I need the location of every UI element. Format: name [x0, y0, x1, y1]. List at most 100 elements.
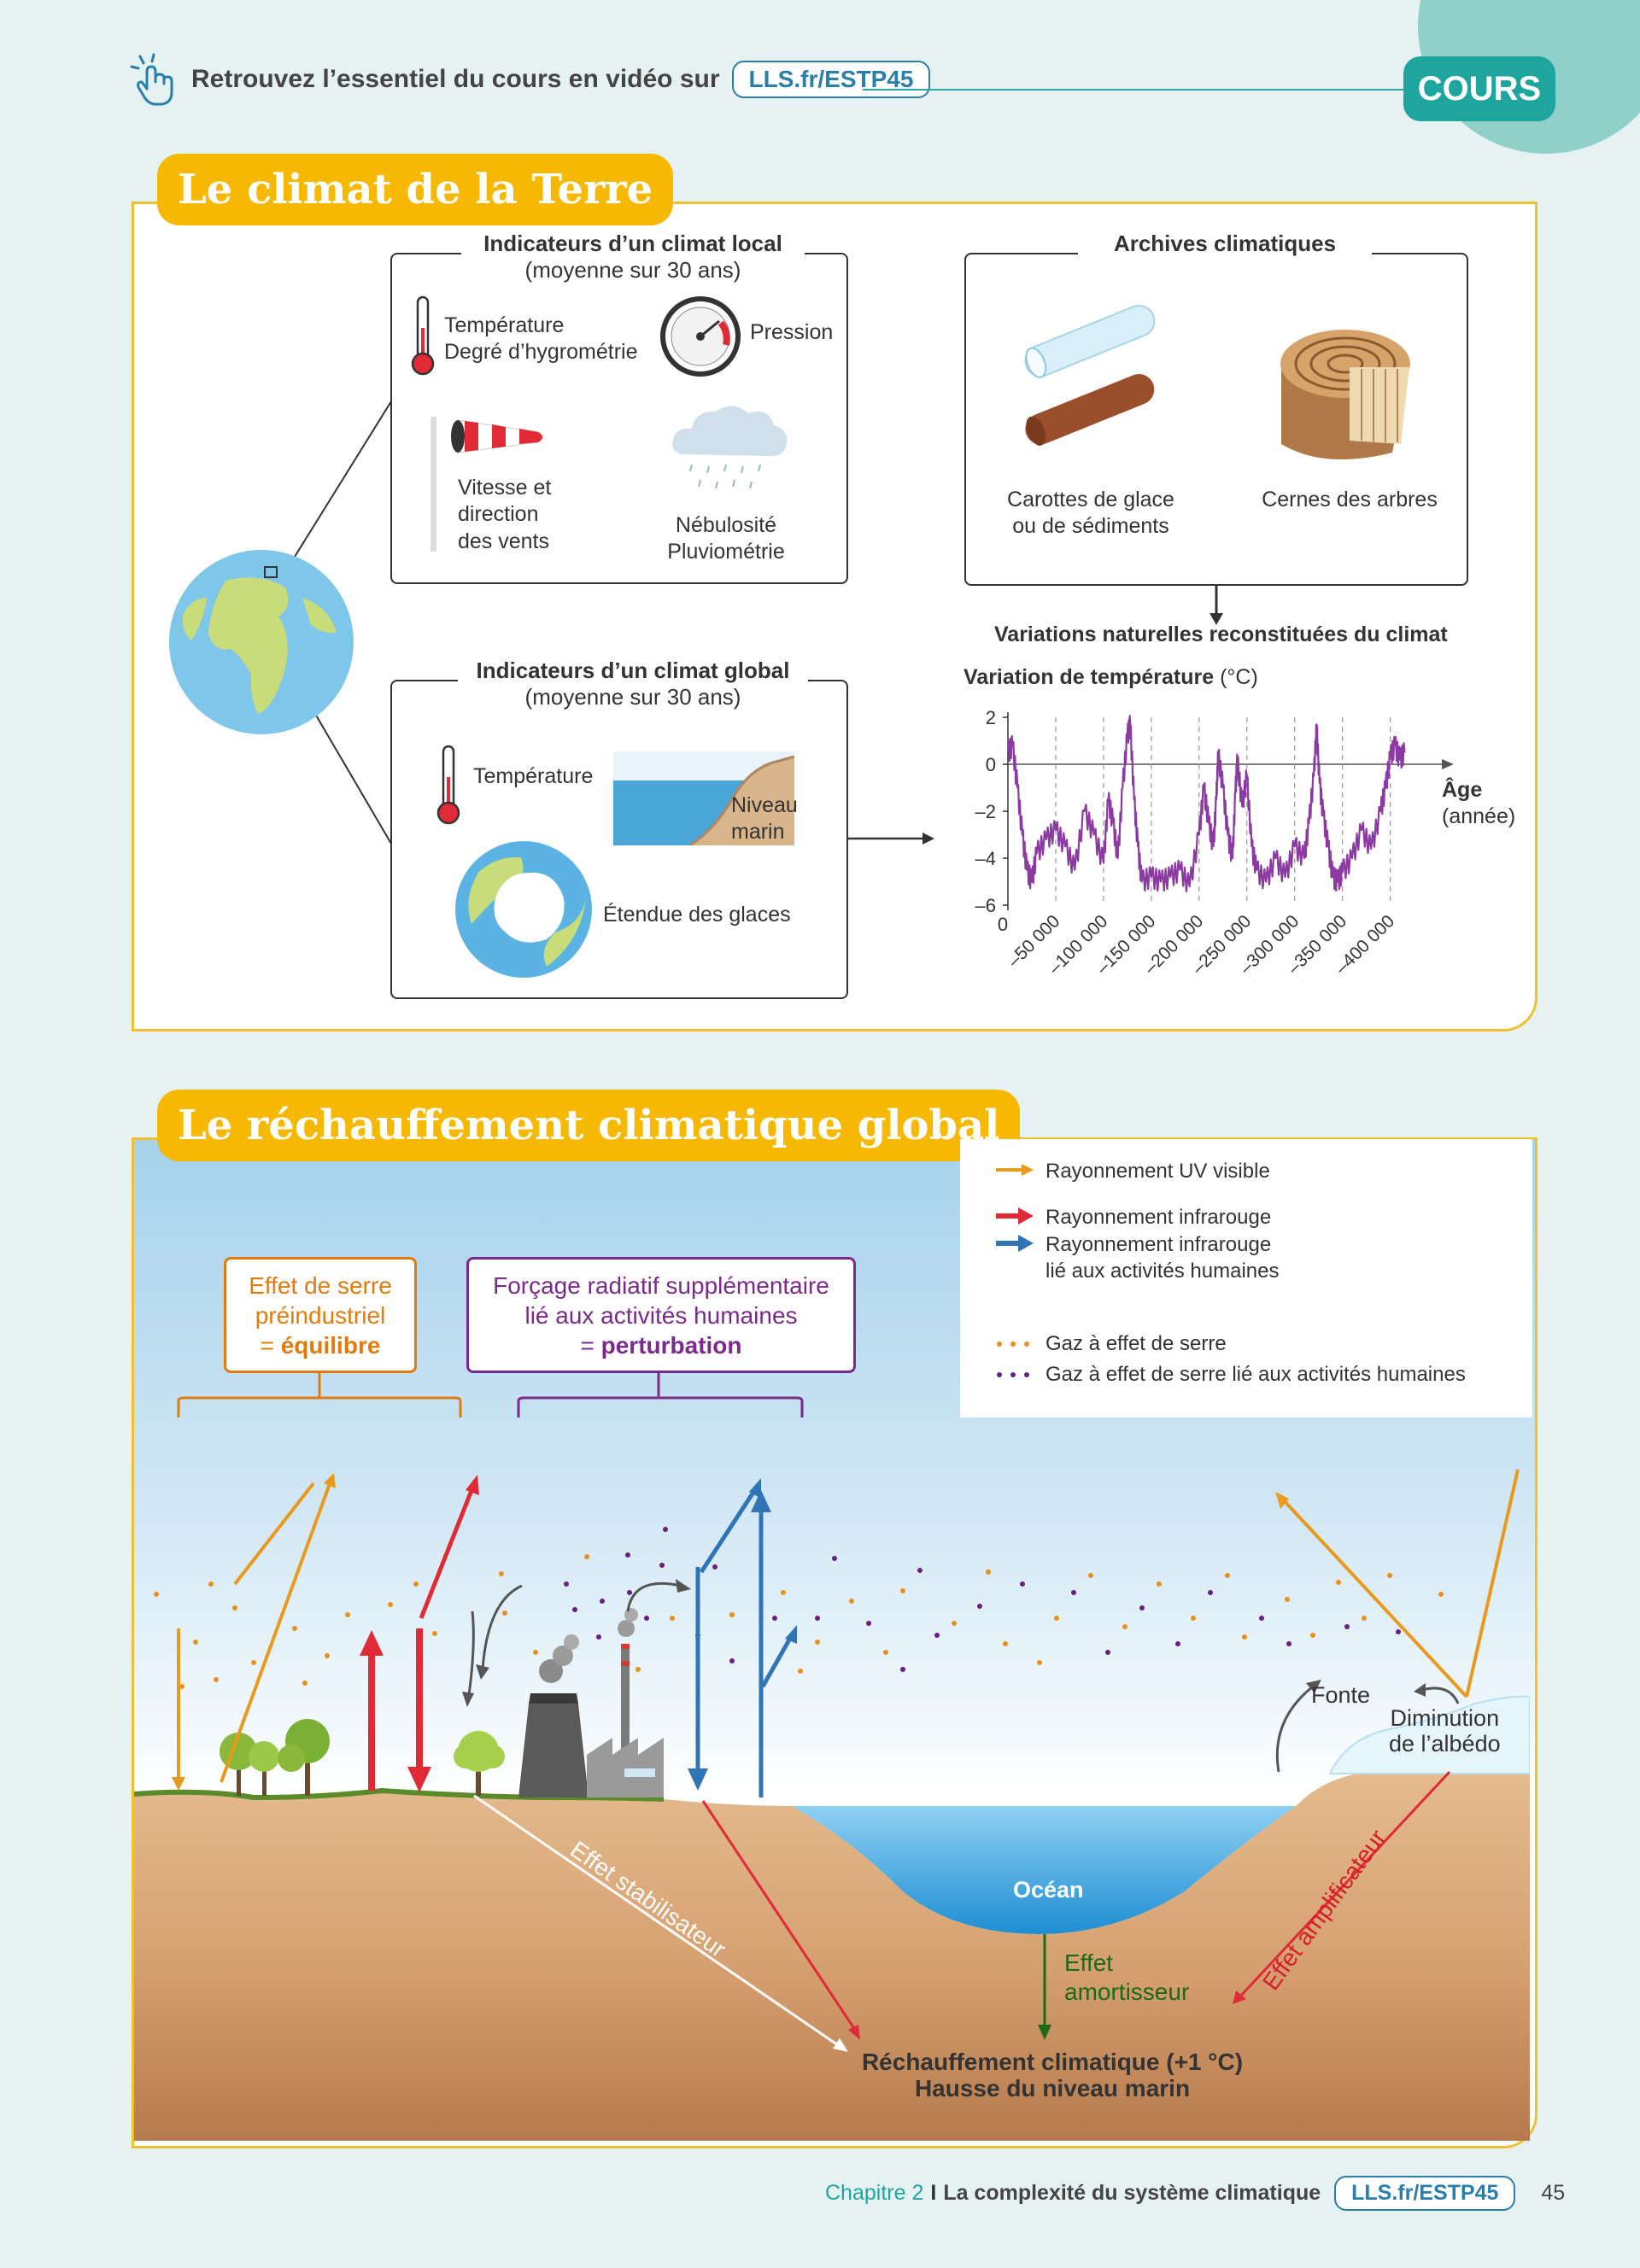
chart-y-tick-label: –6 [975, 895, 996, 916]
wind-label: Vitesse et direction des vents [458, 475, 551, 555]
chart-y-tick-label: 2 [986, 707, 996, 728]
global-thermometer-icon [436, 745, 460, 825]
variations-title: Variations naturelles reconstituées du c… [994, 623, 1448, 646]
chart-ylabel-unit: (°C) [1220, 665, 1258, 689]
albedo-line2: de l’albédo [1389, 1730, 1501, 1757]
temp-line1: Température [444, 313, 565, 337]
chart-y-tick-label: –2 [975, 801, 996, 822]
amortisseur-line1: Effet [1064, 1949, 1114, 1976]
cloud-line1: Nébulosité [675, 513, 777, 537]
global-temperature-label: Température [473, 764, 594, 788]
windsock-icon [430, 417, 543, 552]
legend-uv: Rayonnement UV visible [1046, 1160, 1270, 1183]
video-text: Retrouvez l’essentiel du cours en vidéo … [191, 65, 720, 93]
touch-hand-icon [130, 53, 173, 106]
cores-line2: ou de sédiments [1012, 514, 1169, 539]
ocean-label: Océan [1013, 1877, 1084, 1903]
preindustrial-equilibre: équilibre [280, 1331, 381, 1359]
footer-chapter: Chapitre 2 [825, 2181, 924, 2205]
legend-ir-human-line1: Rayonnement infrarouge [1046, 1233, 1272, 1256]
chart-xlabel-line2: (année) [1442, 804, 1516, 829]
forcing-line2: lié aux activités humaines [524, 1301, 798, 1329]
forcing-box: Forçage radiatif supplémentaire lié aux … [466, 1257, 856, 1373]
chart-x-axis-arrow [1442, 759, 1454, 769]
sea-level-icon [613, 751, 794, 845]
global-title-line2: (moyenne sur 30 ans) [524, 684, 741, 710]
legend-ghg: Gaz à effet de serre [1046, 1332, 1227, 1355]
global-title-line1: Indicateurs d’un climat global [476, 658, 790, 683]
chart-y-tick-label: –4 [975, 848, 996, 869]
sea-line2: marin [731, 820, 785, 845]
amortisseur-label: Effet amortisseur [1064, 1949, 1189, 2006]
section1-connectors [290, 400, 1223, 845]
albedo-label: Diminution de l’albédo [1389, 1705, 1501, 1757]
temperature-chart: 20–2–4–60–50 000–100 000–150 000–200 000… [975, 707, 1454, 978]
archives-title: Archives climatiques [1078, 231, 1372, 258]
legend-ir: Rayonnement infrarouge [1046, 1206, 1272, 1229]
local-temperature-label: Température Degré d’hygrométrie [444, 313, 638, 366]
ice-extent-globe-icon [455, 841, 592, 978]
sea-level-label: Niveau marin [731, 792, 798, 846]
forcing-perturbation: perturbation [600, 1331, 742, 1359]
local-title-line2: (moyenne sur 30 ans) [524, 257, 741, 284]
local-title-line1: Indicateurs d’un climat local [483, 231, 782, 256]
page-number: 45 [1541, 2181, 1566, 2205]
cloud-label: Nébulosité Pluviométrie [666, 512, 786, 566]
footer-link[interactable]: LLS.fr/ESTP45 [1334, 2176, 1516, 2211]
chart-series-line [1006, 715, 1406, 893]
earth-globe-icon [169, 550, 354, 734]
legend-ir-human-line2: lié aux activités humaines [1046, 1260, 1280, 1283]
video-banner: Retrouvez l’essentiel du cours en vidéo … [128, 51, 931, 108]
chart-xlabel-line1: Âge [1442, 778, 1483, 802]
sea-line1: Niveau [731, 793, 798, 817]
legend-ghg-human: Gaz à effet de serre lié aux activités h… [1046, 1363, 1466, 1386]
preindustrial-line1: Effet de serre [249, 1271, 392, 1299]
ir-arrow-icon [996, 1207, 1034, 1225]
thermometer-icon [411, 295, 435, 376]
pressure-label: Pression [750, 320, 834, 344]
preindustrial-line2: préindustriel [255, 1301, 386, 1329]
section1-title: Le climat de la Terre [157, 154, 674, 225]
cloud-line2: Pluviométrie [667, 540, 785, 564]
pressure-gauge-icon [660, 296, 741, 377]
cours-badge: COURS [1403, 56, 1555, 121]
ghg-human-dots-icon [997, 1372, 1029, 1377]
chart-y-tick-label: 0 [986, 754, 996, 775]
albedo-line1: Diminution [1390, 1705, 1500, 1731]
chart-xlabel: Âge (année) [1442, 777, 1515, 831]
forcing-line1: Forçage radiatif supplémentaire [493, 1271, 829, 1299]
ice-and-sediment-cores-icon [1024, 305, 1156, 446]
footer-separator: I [930, 2181, 937, 2205]
section2-title: Le réchauffement climatique global [157, 1090, 1021, 1161]
rain-cloud-icon [672, 406, 788, 489]
preindustrial-eq: = [260, 1331, 281, 1359]
legend-ir-human: Rayonnement infrarouge lié aux activités… [1046, 1231, 1279, 1284]
wind-line3: des vents [458, 529, 550, 553]
ghg-dots-icon [997, 1342, 1029, 1347]
wind-line2: direction [458, 502, 539, 527]
wind-line1: Vitesse et [458, 476, 552, 500]
tree-rings-label: Cernes des arbres [1262, 488, 1438, 511]
warming-line1: Réchauffement climatique (+1 °C) [861, 2049, 1244, 2075]
legend-box: Rayonnement UV visible Rayonnement infra… [960, 1139, 1532, 1418]
ir-human-arrow-icon [996, 1235, 1034, 1252]
tree-stump-icon [1280, 330, 1410, 459]
chart-ylabel: Variation de température (°C) [964, 664, 1258, 691]
footer-title: La complexité du système climatique [943, 2181, 1321, 2205]
warming-result-label: Réchauffement climatique (+1 °C) Hausse … [854, 2049, 1250, 2102]
video-link[interactable]: LLS.fr/ESTP45 [731, 61, 931, 98]
cores-line1: Carottes de glace [1007, 488, 1174, 511]
uv-arrow-icon [996, 1164, 1034, 1176]
footer: Chapitre 2 I La complexité du système cl… [825, 2176, 1565, 2211]
local-climate-title: Indicateurs d’un climat local (moyenne s… [461, 231, 805, 284]
cores-label: Carottes de glace ou de sédiments [984, 487, 1198, 541]
global-climate-title: Indicateurs d’un climat global (moyenne … [458, 658, 808, 711]
ice-extent-label: Étendue des glaces [603, 903, 791, 926]
chart-x-tick-label: 0 [998, 914, 1008, 935]
chart-ylabel-text: Variation de température [964, 665, 1215, 689]
warming-illustration [134, 1371, 1530, 2141]
temp-line2: Degré d’hygrométrie [444, 340, 638, 365]
forcing-eq: = [580, 1331, 601, 1359]
amortisseur-line2: amortisseur [1064, 1978, 1190, 2005]
warming-line2: Hausse du niveau marin [914, 2074, 1191, 2101]
